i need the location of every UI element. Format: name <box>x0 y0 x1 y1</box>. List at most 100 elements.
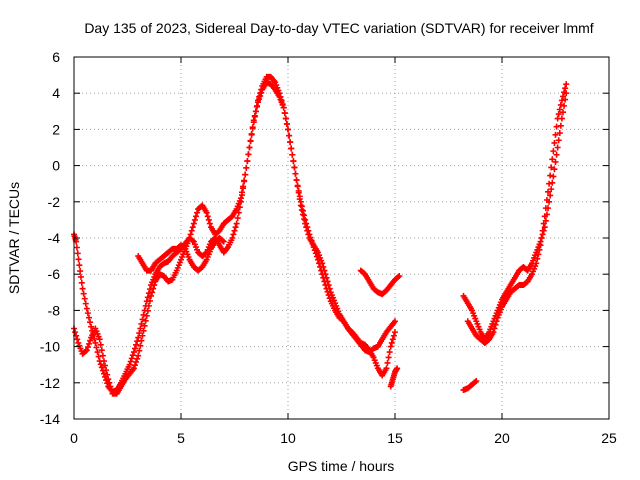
data-point <box>247 138 254 145</box>
data-point <box>253 102 260 109</box>
y-tick-label: -8 <box>48 302 61 318</box>
data-point <box>277 93 284 100</box>
data-point <box>237 195 244 202</box>
data-point <box>299 211 306 218</box>
data-point <box>91 335 98 342</box>
data-point <box>550 173 557 180</box>
data-point <box>554 115 561 122</box>
data-point <box>562 96 569 103</box>
data-point <box>87 337 94 344</box>
data-point <box>136 347 143 354</box>
data-point <box>130 349 137 356</box>
data-point <box>202 250 209 257</box>
data-point <box>230 231 237 238</box>
data-point <box>146 297 153 304</box>
data-point <box>79 285 86 292</box>
data-point <box>232 224 239 231</box>
data-point <box>290 158 297 165</box>
data-point <box>490 329 497 336</box>
data-point <box>321 267 328 274</box>
data-point <box>150 285 157 292</box>
data-point <box>538 235 545 241</box>
data-point <box>492 321 499 328</box>
data-point <box>219 237 226 244</box>
data-point <box>557 122 564 129</box>
data-point <box>250 119 257 126</box>
data-point <box>229 235 236 241</box>
data-point <box>394 365 401 372</box>
data-point <box>144 307 151 314</box>
data-point <box>127 358 134 365</box>
data-point <box>243 164 250 171</box>
data-point <box>191 216 198 223</box>
data-point <box>548 164 555 171</box>
data-point <box>126 361 133 368</box>
data-point <box>558 97 565 104</box>
data-point <box>97 361 104 368</box>
data-point <box>98 347 105 354</box>
data-point <box>561 89 568 96</box>
series-track-6 <box>460 90 570 343</box>
data-point <box>76 262 83 269</box>
data-point <box>136 330 143 337</box>
data-point <box>82 300 89 307</box>
data-point <box>534 255 541 262</box>
data-point <box>291 164 298 171</box>
data-point <box>547 192 554 199</box>
data-point <box>301 215 308 222</box>
data-point <box>295 189 302 196</box>
data-point <box>493 318 500 325</box>
data-point <box>133 341 140 348</box>
data-point <box>238 189 245 196</box>
data-point <box>276 90 283 97</box>
data-point <box>138 320 145 327</box>
data-point <box>143 312 150 319</box>
x-tick-label: 0 <box>70 430 78 446</box>
data-point <box>140 311 147 318</box>
data-point <box>548 186 555 193</box>
data-point <box>83 305 90 312</box>
data-point <box>135 334 142 341</box>
data-point <box>248 131 255 138</box>
data-point <box>303 224 310 231</box>
series-track-5 <box>387 365 401 390</box>
data-point <box>231 227 238 234</box>
data-point <box>187 231 194 238</box>
data-point <box>324 278 331 285</box>
data-point <box>255 97 262 104</box>
data-point <box>98 364 105 371</box>
data-point <box>107 383 114 390</box>
data-point <box>319 260 326 267</box>
data-point <box>134 355 141 362</box>
y-tick-label: 6 <box>52 49 60 65</box>
data-point <box>85 340 92 347</box>
data-point <box>551 166 558 173</box>
data-point <box>189 224 196 231</box>
data-point <box>280 104 287 111</box>
data-point <box>145 302 152 309</box>
data-point <box>392 318 398 325</box>
data-point <box>139 332 146 339</box>
x-tick-label: 25 <box>601 430 617 446</box>
data-layer <box>71 73 570 397</box>
data-point <box>543 196 550 203</box>
data-point <box>103 367 110 374</box>
data-point <box>93 344 100 351</box>
data-point <box>104 371 111 378</box>
data-point <box>181 244 188 251</box>
data-point <box>72 329 79 336</box>
data-point <box>142 317 149 324</box>
data-point <box>294 183 301 190</box>
data-point <box>137 325 144 332</box>
series-track-8 <box>460 377 480 394</box>
y-tick-label: -12 <box>40 375 60 391</box>
data-point <box>302 220 309 227</box>
data-point <box>559 93 566 100</box>
data-point <box>206 220 213 227</box>
data-point <box>289 151 296 158</box>
data-point <box>553 123 560 130</box>
data-point <box>102 362 109 369</box>
y-tick-label: -10 <box>40 339 60 355</box>
data-point <box>563 81 570 88</box>
